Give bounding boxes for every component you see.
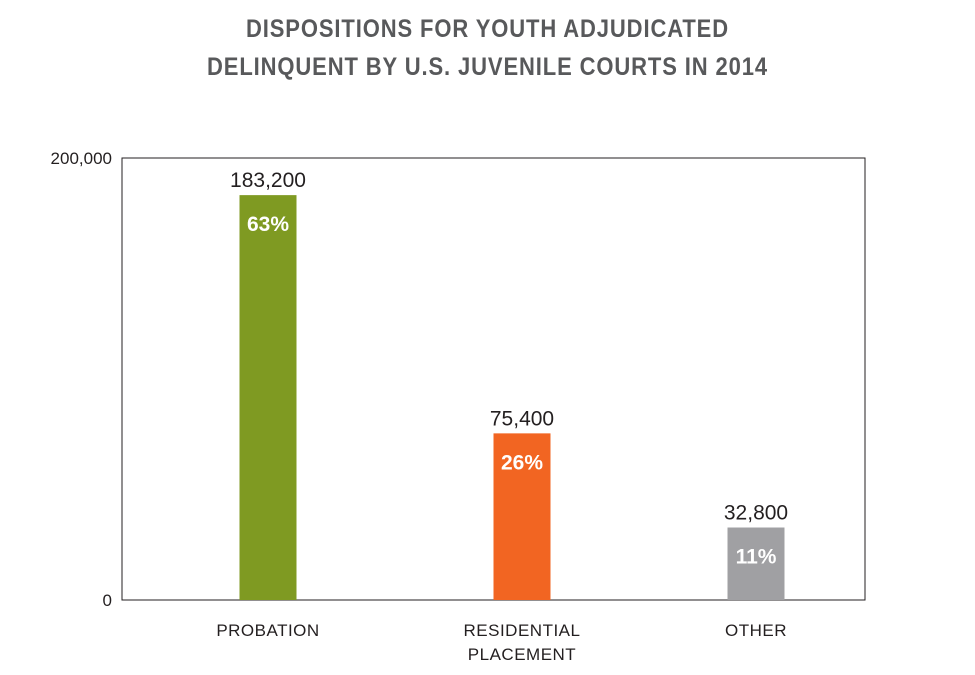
- chart-title-line-2: DELINQUENT BY U.S. JUVENILE COURTS IN 20…: [207, 53, 768, 81]
- percent-label: 63%: [247, 213, 289, 236]
- bar-0: [239, 195, 297, 601]
- x-category-label: OTHER: [725, 621, 787, 640]
- percent-label: 11%: [736, 546, 777, 569]
- chart-title: DISPOSITIONS FOR YOUTH ADJUDICATED DELIN…: [0, 10, 975, 86]
- value-label: 75,400: [490, 407, 554, 430]
- value-label: 183,200: [230, 169, 306, 192]
- value-label: 32,800: [724, 502, 788, 525]
- chart-title-line-1: DISPOSITIONS FOR YOUTH ADJUDICATED: [245, 15, 729, 43]
- percent-label: 26%: [501, 451, 543, 474]
- x-category-label: PROBATION: [216, 621, 319, 640]
- y-tick-label: 200,000: [51, 149, 112, 168]
- x-category-label: RESIDENTIAL: [464, 621, 581, 640]
- bar-2: [727, 527, 785, 600]
- x-category-label: PLACEMENT: [468, 645, 576, 664]
- y-tick-label: 0: [103, 591, 112, 610]
- bar-1: [493, 433, 551, 600]
